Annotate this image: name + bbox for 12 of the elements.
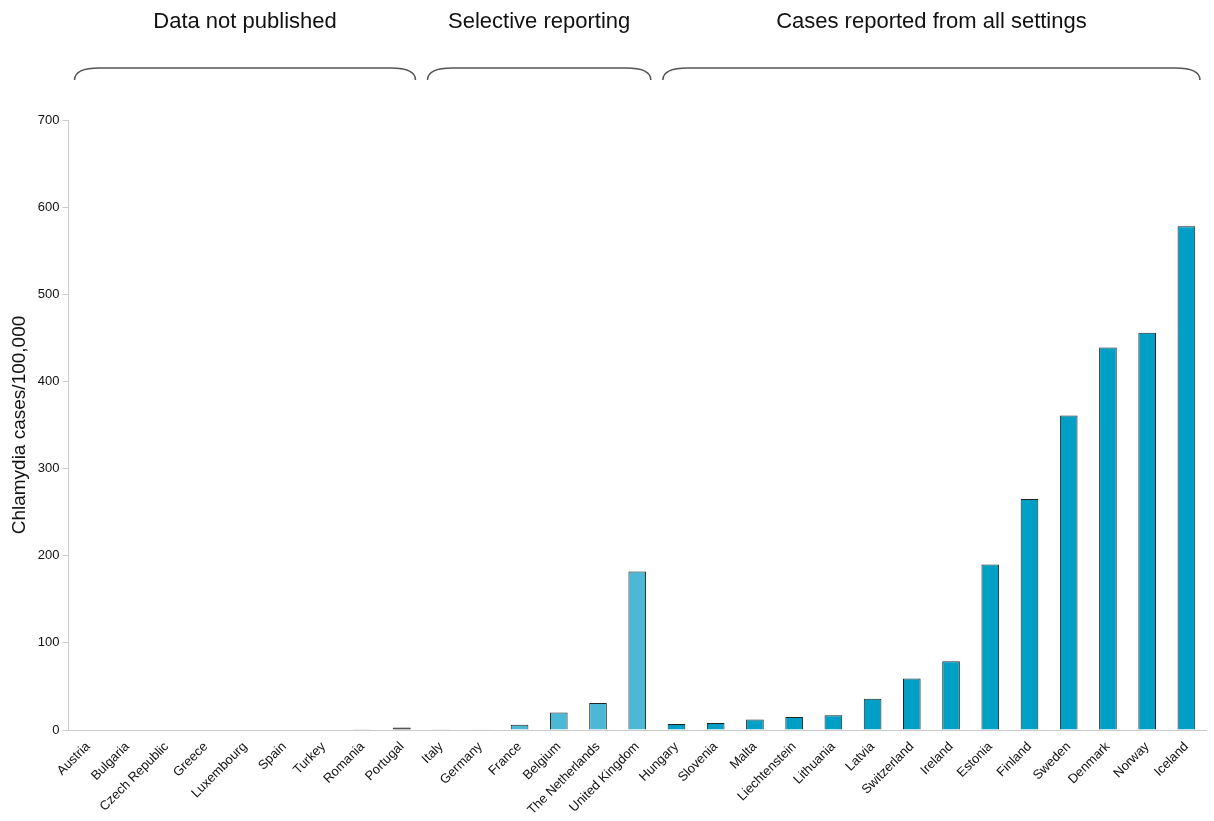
y-tick-label: 0 — [52, 721, 60, 737]
text: Data not published — [153, 8, 337, 34]
y-tick-label: 400 — [37, 373, 60, 389]
y-tick-label: 600 — [37, 198, 60, 214]
y-tick-label: 100 — [37, 634, 60, 650]
y-axis-title: Chlamydia cases/100,000 — [7, 315, 29, 535]
text: Cases reported from all settings — [776, 8, 1087, 34]
y-tick-label: 500 — [37, 285, 60, 301]
y-tick-label: 200 — [37, 547, 60, 563]
y-tick-label: 300 — [37, 460, 60, 476]
text: Selective reporting — [448, 8, 631, 34]
y-tick-label: 700 — [37, 111, 60, 127]
